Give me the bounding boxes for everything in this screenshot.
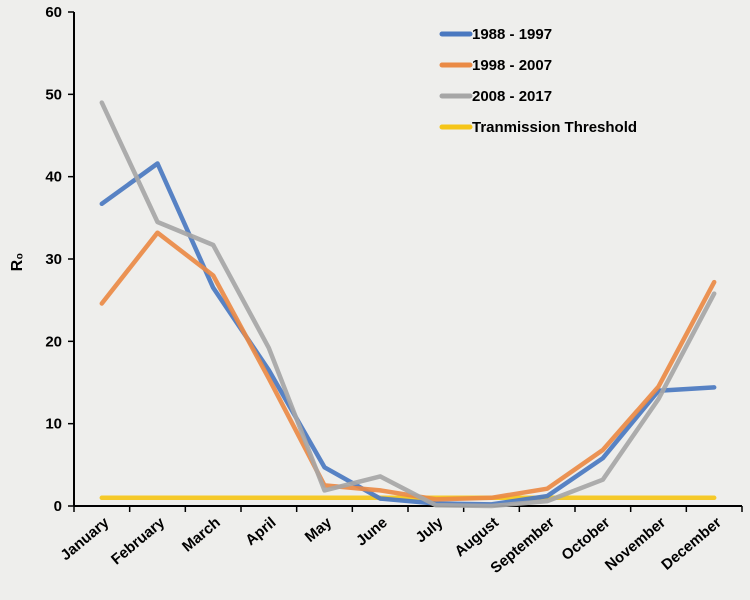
legend-item: 1988 - 1997 xyxy=(439,26,552,43)
x-tick-label: February xyxy=(108,514,169,569)
legend-label: Tranmission Threshold xyxy=(472,119,637,136)
x-tick-label: July xyxy=(412,514,446,547)
series-line xyxy=(99,100,717,509)
x-tick-label: October xyxy=(558,514,613,564)
x-tick-label: May xyxy=(302,514,336,546)
series-1 xyxy=(99,230,717,502)
legend-item: Tranmission Threshold xyxy=(439,119,637,136)
series-2 xyxy=(99,100,717,509)
x-tick-label: November xyxy=(602,514,669,574)
y-tick-label: 10 xyxy=(45,416,62,433)
y-tick-label: 50 xyxy=(45,86,62,103)
y-tick-label: 0 xyxy=(54,498,62,515)
y-tick-label: 40 xyxy=(45,169,62,186)
legend-label: 1998 - 2007 xyxy=(472,57,552,74)
series-layer xyxy=(99,100,717,509)
x-tick-label: June xyxy=(353,514,391,550)
y-tick-label: 30 xyxy=(45,251,62,268)
legend-item: 1998 - 2007 xyxy=(439,57,552,74)
legend-label: 1988 - 1997 xyxy=(472,26,552,43)
legend: 1988 - 1997 1998 - 2007 2008 - 2017 Tranmis… xyxy=(439,26,637,136)
legend-item: 2008 - 2017 xyxy=(439,88,552,105)
x-tick-label: December xyxy=(658,514,725,574)
x-tick-label: January xyxy=(57,514,113,564)
x-tick-label: March xyxy=(179,514,224,555)
legend-label: 2008 - 2017 xyxy=(472,88,552,105)
y-axis: 0 10 20 30 40 50 60 xyxy=(45,4,75,515)
y-axis-title: R₀ xyxy=(9,253,26,272)
y-tick-label: 60 xyxy=(45,4,62,21)
series-line xyxy=(99,230,717,502)
y-tick-label: 20 xyxy=(45,333,62,350)
x-tick-label: April xyxy=(242,514,279,549)
x-tick-label: August xyxy=(452,514,503,560)
